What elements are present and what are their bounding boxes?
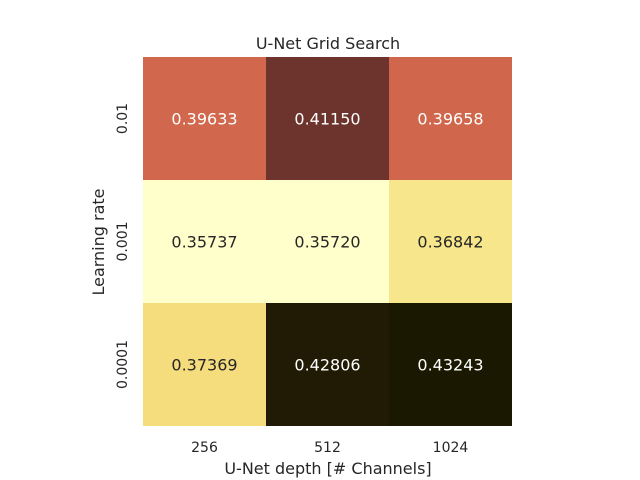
- x-tick-label: 512: [314, 440, 341, 456]
- heatmap-cell-r1-c1: [266, 180, 389, 303]
- heatmap-cell-r1-c2: [389, 180, 512, 303]
- heatmap-cell-r2-c2: [389, 303, 512, 426]
- cell-value-label: 0.35737: [171, 233, 237, 252]
- x-tick-labels: 256 512 1024: [191, 440, 468, 456]
- heatmap-cell-r0-c1: [266, 57, 389, 180]
- heatmap-cells: 0.39633 0.41150 0.39658 0.35737 0.35720 0.368…: [143, 57, 512, 426]
- y-axis-label: Learning rate: [89, 188, 108, 295]
- cell-value-label: 0.37369: [171, 356, 237, 375]
- cell-value-label: 0.39633: [171, 110, 237, 129]
- cell-value-label: 0.43243: [417, 356, 483, 375]
- x-tick-label: 256: [191, 440, 218, 456]
- heatmap-cell-r2-c0: [143, 303, 266, 426]
- heatmap-cell-r0-c2: [389, 57, 512, 180]
- cell-value-label: 0.41150: [294, 110, 360, 129]
- y-tick-label: 0.0001: [115, 340, 131, 389]
- cell-value-label: 0.42806: [294, 356, 360, 375]
- y-tick-labels: 0.01 0.001 0.0001: [115, 103, 131, 389]
- heatmap-cell-r0-c0: [143, 57, 266, 180]
- cell-value-label: 0.35720: [294, 233, 360, 252]
- x-axis-label: U-Net depth [# Channels]: [224, 459, 431, 478]
- chart-title: U-Net Grid Search: [256, 34, 400, 53]
- y-tick-label: 0.001: [115, 221, 131, 261]
- x-tick-label: 1024: [433, 440, 469, 456]
- heatmap-cell-r1-c0: [143, 180, 266, 303]
- cell-value-label: 0.39658: [417, 110, 483, 129]
- heatmap-cell-r2-c1: [266, 303, 389, 426]
- cell-value-label: 0.36842: [417, 233, 483, 252]
- y-tick-label: 0.01: [115, 103, 131, 134]
